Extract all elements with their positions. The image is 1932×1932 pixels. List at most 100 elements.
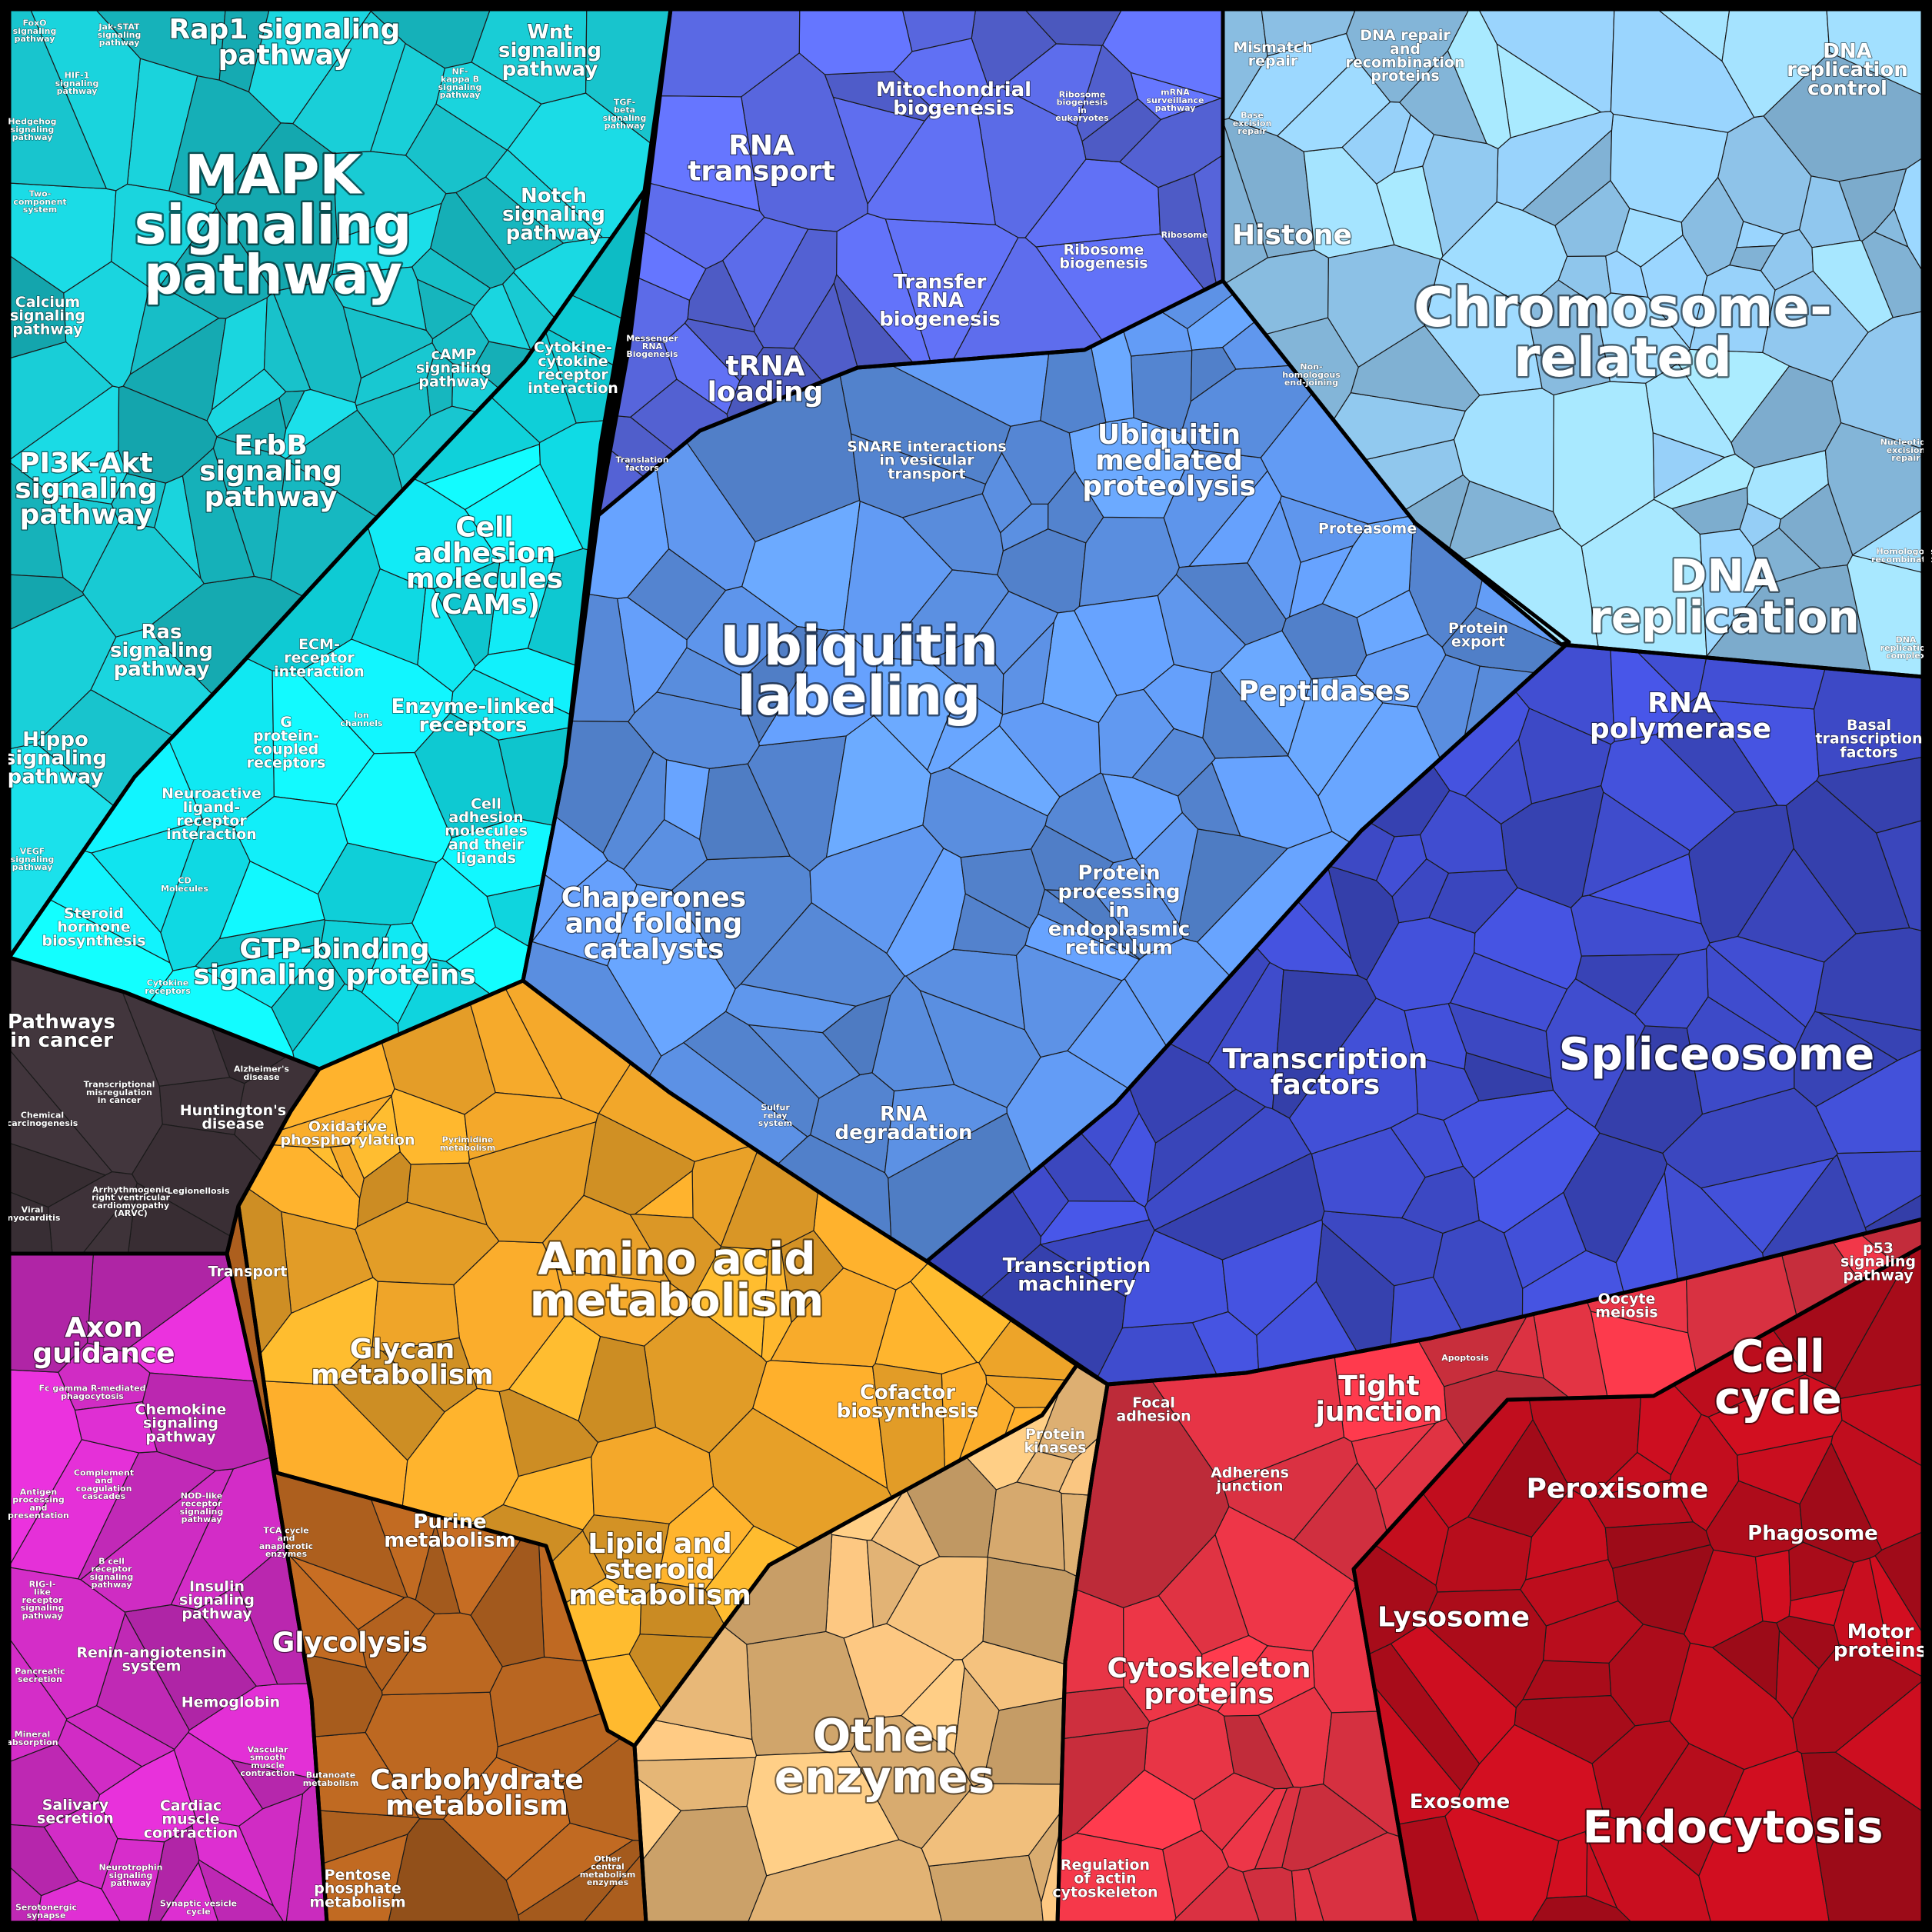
label-membrane-3: Cell adhesion molecules and their ligands — [445, 795, 528, 867]
cell-rna — [684, 318, 764, 382]
label-cellular-7: p53 signaling pathway — [1840, 1240, 1916, 1284]
cell-rna — [798, 8, 913, 75]
cell-dna — [1752, 527, 1822, 587]
cell-enzymes — [900, 1659, 965, 1756]
label-cellular-3: Focal adhesion — [1116, 1394, 1191, 1425]
label-cellular-8: Regulation of actin cytoskeleton — [1052, 1857, 1158, 1900]
label-metabolism-7: Transport — [208, 1264, 287, 1281]
label-rna-5: Ribosome biogenesis in eukaryotes — [1055, 90, 1109, 124]
label-disease-7: Legionellosis — [168, 1186, 230, 1196]
cell-protein — [1142, 664, 1213, 739]
label-immune-8: Mineral absorption — [6, 1730, 58, 1747]
cell-protein — [1321, 515, 1414, 618]
label-disease-0: Pathways in cancer — [8, 1011, 115, 1052]
label-signaling-14: Two-component system — [13, 189, 66, 215]
label-signaling-6: Wnt signaling pathway — [498, 21, 601, 81]
label-cellular-6: Oocyte meiosis — [1595, 1291, 1657, 1321]
label-rna-1: tRNA loading — [708, 351, 824, 408]
labels-layer: MAPK signaling pathway Rap1 signaling pathwa… — [3, 13, 1932, 1921]
cell-transcription — [1039, 1219, 1155, 1297]
label-signaling-13: Hedgehog signaling pathway — [8, 117, 56, 143]
label-transcription-3: Transcription machinery — [1003, 1254, 1151, 1296]
cell-signaling — [292, 10, 406, 155]
label-metabolism-6: Pyrimidine metabolism — [440, 1135, 496, 1153]
label-rna-4: Ribosome biogenesis — [1059, 242, 1148, 272]
label-transcription-1: Transcription factors — [1223, 1044, 1428, 1101]
cell-rna — [824, 71, 935, 122]
label-signaling-10: FoxO signaling pathway — [13, 18, 57, 45]
label-immune-10: Fc gamma R-mediated phagocytosis — [39, 1384, 146, 1401]
cell-dna — [1350, 325, 1481, 412]
cell-enzymes — [987, 1481, 1065, 1571]
cell-cellular — [1198, 1634, 1269, 1712]
cell-enzymes — [825, 1534, 874, 1639]
label-immune-12: Complement and coagulation cascades — [74, 1468, 134, 1502]
label-rna-7: Ribosome — [1161, 230, 1208, 240]
label-vesicle-1: Peroxisome — [1527, 1474, 1709, 1505]
cell-transcription — [1401, 1165, 1480, 1234]
cell-protein — [1015, 944, 1123, 1058]
label-immune-2: Insulin signaling pathway — [179, 1578, 255, 1622]
cell-metabolism — [468, 1121, 597, 1244]
label-protein-1: Ubiquitin mediated proteolysis — [1082, 419, 1256, 502]
cell-signaling — [168, 75, 281, 205]
cell-dna — [1605, 250, 1649, 298]
cell-metabolism — [591, 1427, 715, 1524]
label-metabolism-2: Lipid and steroid metabolism — [568, 1528, 751, 1611]
label-dna-8: Nucleotide excision repair — [1880, 438, 1932, 464]
cell-dna — [1811, 239, 1894, 333]
label-dna-10: DNA replication complex — [1880, 635, 1932, 661]
label-immune-13: NOD-like receptor signaling pathway — [180, 1491, 224, 1525]
label-transcription-4: Basal transcription factors — [1815, 717, 1922, 761]
cell-rna — [867, 105, 997, 225]
group-dna — [1222, 8, 1924, 678]
label-cellular-0: Cell cycle — [1714, 1330, 1842, 1424]
label-membrane-10: CD Molecules — [161, 876, 208, 894]
cell-rna — [1081, 98, 1162, 163]
cell-membrane — [351, 568, 427, 666]
label-vesicle-3: Phagosome — [1747, 1522, 1878, 1545]
cell-vesicle — [1737, 1435, 1834, 1505]
cell-signaling — [45, 449, 128, 505]
label-rna-0: RNA transport — [688, 130, 835, 187]
cell-signaling — [327, 266, 427, 331]
label-signaling-2: PI3K-Akt signaling pathway — [15, 448, 158, 531]
cell-transcription — [1700, 1157, 1835, 1254]
cell-protein — [698, 763, 791, 861]
label-metabolism-5: Oxidative phosphorylation — [281, 1118, 415, 1149]
label-rna-2: Transfer RNA biogenesis — [879, 271, 1001, 331]
label-membrane-6: Neuroactive ligand-receptor interaction — [162, 785, 261, 843]
label-immune-3: Salivary secretion — [37, 1797, 114, 1827]
label-immune-18: Synaptic vesicle cycle — [160, 1899, 237, 1917]
cell-dna — [1422, 134, 1499, 258]
label-membrane-9: Ion channels — [340, 711, 383, 728]
label-signaling-7: Notch signaling pathway — [502, 185, 605, 245]
label-enzymes-1: Protein kinases — [1024, 1426, 1086, 1457]
label-membrane-8: Cytokine-cytokine receptor interaction — [528, 339, 618, 397]
label-protein-4: Protein processing in endoplasmic reticulum — [1048, 862, 1191, 960]
label-signaling-11: Jak-STAT signaling pathway — [98, 22, 142, 48]
label-dna-7: Non-homologous end-joining — [1282, 362, 1341, 388]
cell-dna — [1327, 244, 1441, 368]
label-rna-9: Translation factors — [615, 455, 668, 473]
cell-signaling — [355, 379, 431, 456]
label-dna-0: Chromosome-related — [1414, 276, 1832, 389]
label-disease-4: Transcriptional misregulation in cancer — [84, 1080, 155, 1106]
label-vesicle-2: Lysosome — [1377, 1602, 1530, 1634]
cell-transcription — [1109, 1112, 1157, 1208]
label-signaling-17: VEGF signaling pathway — [11, 847, 55, 873]
cell-metabolism — [371, 1281, 460, 1352]
label-membrane-5: Steroid hormone biosynthesis — [42, 905, 145, 949]
cell-transcription — [1366, 917, 1476, 1011]
label-dna-3: DNA replication control — [1787, 40, 1908, 100]
label-immune-6: Renin-angiotensin system — [76, 1644, 226, 1675]
label-protein-5: RNA degradation — [834, 1103, 972, 1144]
label-metabolism-1: Glycan metabolism — [311, 1334, 494, 1391]
label-immune-1: Chemokine signaling pathway — [135, 1401, 227, 1445]
cell-immune — [56, 1720, 143, 1796]
border-vesicle — [1351, 1244, 1925, 1925]
cell-dna — [1447, 8, 1511, 150]
label-signaling-5: Hippo signaling pathway — [4, 728, 107, 788]
